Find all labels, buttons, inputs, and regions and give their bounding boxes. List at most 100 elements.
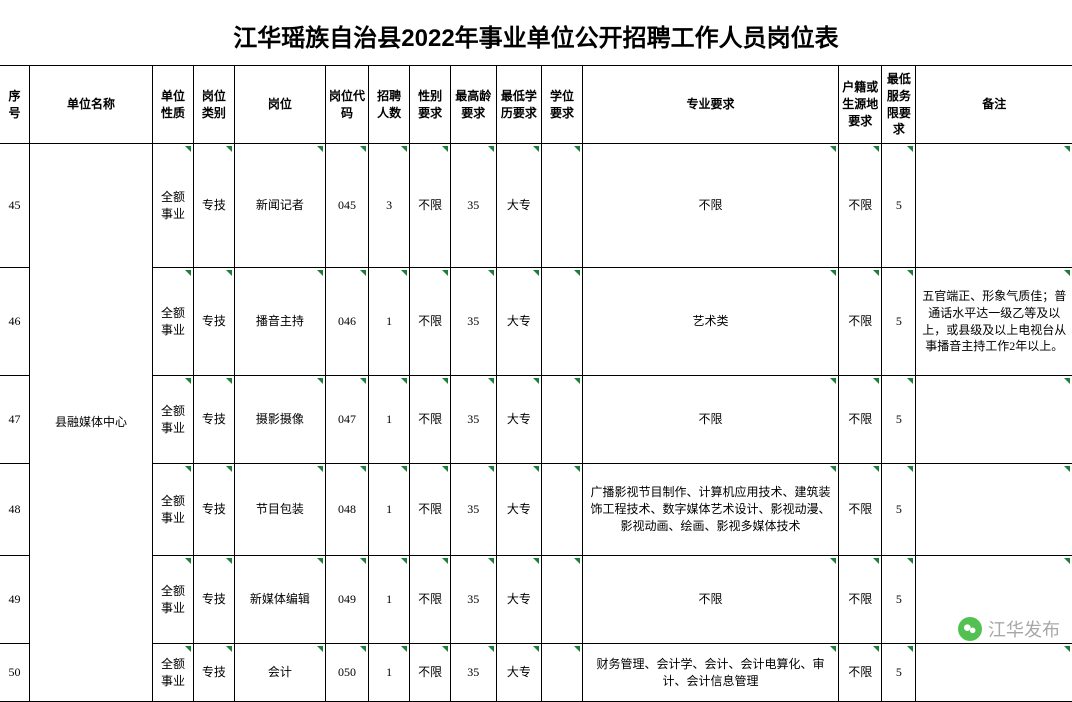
cell-seq: 46 — [0, 268, 30, 376]
cell-sex: 不限 — [410, 376, 451, 464]
cell-type: 全额事业 — [152, 376, 193, 464]
cell-seq: 50 — [0, 644, 30, 702]
cell-sex: 不限 — [410, 268, 451, 376]
table-row: 48 全额事业 专技 节目包装 048 1 不限 35 大专 广播影视节目制作、… — [0, 464, 1072, 556]
cell-count: 1 — [369, 464, 410, 556]
col-type: 单位性质 — [152, 66, 193, 144]
table-row: 50 全额事业 专技 会计 050 1 不限 35 大专 财务管理、会计学、会计… — [0, 644, 1072, 702]
positions-table: 序号 单位名称 单位性质 岗位类别 岗位 岗位代码 招聘人数 性别要求 最高龄要… — [0, 65, 1072, 702]
cell-major: 艺术类 — [583, 268, 839, 376]
col-sex: 性别要求 — [410, 66, 451, 144]
cell-seq: 48 — [0, 464, 30, 556]
wechat-icon — [958, 617, 982, 641]
cell-code: 046 — [325, 268, 368, 376]
col-serv: 最低服务限要求 — [882, 66, 916, 144]
cell-major: 广播影视节目制作、计算机应用技术、建筑装饰工程技术、数字媒体艺术设计、影视动漫、… — [583, 464, 839, 556]
cell-sex: 不限 — [410, 464, 451, 556]
cell-unit: 县融媒体中心 — [30, 144, 153, 702]
cell-huji: 不限 — [839, 556, 882, 644]
cell-edu: 大专 — [496, 144, 542, 268]
cell-code: 049 — [325, 556, 368, 644]
cell-age: 35 — [451, 144, 497, 268]
col-huji: 户籍或生源地要求 — [839, 66, 882, 144]
cell-seq: 49 — [0, 556, 30, 644]
cell-note — [916, 644, 1072, 702]
cell-sex: 不限 — [410, 644, 451, 702]
cell-count: 1 — [369, 376, 410, 464]
cell-degree — [542, 644, 583, 702]
col-edu: 最低学历要求 — [496, 66, 542, 144]
table-row: 49 全额事业 专技 新媒体编辑 049 1 不限 35 大专 不限 不限 5 — [0, 556, 1072, 644]
cell-post: 摄影摄像 — [234, 376, 325, 464]
cell-sex: 不限 — [410, 556, 451, 644]
cell-serv: 5 — [882, 144, 916, 268]
cell-count: 1 — [369, 644, 410, 702]
cell-age: 35 — [451, 464, 497, 556]
cell-code: 047 — [325, 376, 368, 464]
cell-edu: 大专 — [496, 644, 542, 702]
cell-serv: 5 — [882, 464, 916, 556]
cell-note — [916, 464, 1072, 556]
cell-degree — [542, 144, 583, 268]
cell-degree — [542, 376, 583, 464]
cell-count: 1 — [369, 268, 410, 376]
table-row: 45 县融媒体中心 全额事业 专技 新闻记者 045 3 不限 35 大专 不限… — [0, 144, 1072, 268]
cell-major: 不限 — [583, 556, 839, 644]
cell-cat: 专技 — [193, 268, 234, 376]
cell-degree — [542, 556, 583, 644]
cell-post: 新媒体编辑 — [234, 556, 325, 644]
col-degree: 学位要求 — [542, 66, 583, 144]
cell-serv: 5 — [882, 268, 916, 376]
col-post: 岗位 — [234, 66, 325, 144]
cell-age: 35 — [451, 376, 497, 464]
cell-major: 财务管理、会计学、会计、会计电算化、审计、会计信息管理 — [583, 644, 839, 702]
cell-edu: 大专 — [496, 376, 542, 464]
cell-count: 3 — [369, 144, 410, 268]
cell-code: 045 — [325, 144, 368, 268]
cell-type: 全额事业 — [152, 144, 193, 268]
page-title: 江华瑶族自治县2022年事业单位公开招聘工作人员岗位表 — [0, 0, 1072, 65]
table-row: 46 全额事业 专技 播音主持 046 1 不限 35 大专 艺术类 不限 5 … — [0, 268, 1072, 376]
cell-serv: 5 — [882, 556, 916, 644]
watermark: 江华发布 — [958, 616, 1060, 642]
cell-post: 会计 — [234, 644, 325, 702]
cell-age: 35 — [451, 268, 497, 376]
table-body: 45 县融媒体中心 全额事业 专技 新闻记者 045 3 不限 35 大专 不限… — [0, 144, 1072, 702]
cell-age: 35 — [451, 556, 497, 644]
cell-degree — [542, 268, 583, 376]
cell-post: 播音主持 — [234, 268, 325, 376]
cell-sex: 不限 — [410, 144, 451, 268]
col-cat: 岗位类别 — [193, 66, 234, 144]
col-code: 岗位代码 — [325, 66, 368, 144]
cell-note — [916, 144, 1072, 268]
cell-cat: 专技 — [193, 464, 234, 556]
cell-serv: 5 — [882, 376, 916, 464]
cell-edu: 大专 — [496, 268, 542, 376]
cell-seq: 45 — [0, 144, 30, 268]
col-count: 招聘人数 — [369, 66, 410, 144]
cell-note — [916, 376, 1072, 464]
cell-post: 节目包装 — [234, 464, 325, 556]
cell-seq: 47 — [0, 376, 30, 464]
cell-serv: 5 — [882, 644, 916, 702]
col-unit: 单位名称 — [30, 66, 153, 144]
col-note: 备注 — [916, 66, 1072, 144]
cell-edu: 大专 — [496, 556, 542, 644]
cell-code: 050 — [325, 644, 368, 702]
table-row: 47 全额事业 专技 摄影摄像 047 1 不限 35 大专 不限 不限 5 — [0, 376, 1072, 464]
cell-huji: 不限 — [839, 144, 882, 268]
cell-huji: 不限 — [839, 376, 882, 464]
cell-degree — [542, 464, 583, 556]
cell-huji: 不限 — [839, 268, 882, 376]
cell-note: 五官端正、形象气质佳；普通话水平达一级乙等及以上，或县级及以上电视台从事播音主持… — [916, 268, 1072, 376]
table-header-row: 序号 单位名称 单位性质 岗位类别 岗位 岗位代码 招聘人数 性别要求 最高龄要… — [0, 66, 1072, 144]
cell-huji: 不限 — [839, 644, 882, 702]
watermark-text: 江华发布 — [988, 616, 1060, 642]
cell-code: 048 — [325, 464, 368, 556]
cell-type: 全额事业 — [152, 464, 193, 556]
cell-major: 不限 — [583, 144, 839, 268]
cell-post: 新闻记者 — [234, 144, 325, 268]
cell-type: 全额事业 — [152, 268, 193, 376]
cell-huji: 不限 — [839, 464, 882, 556]
cell-cat: 专技 — [193, 144, 234, 268]
